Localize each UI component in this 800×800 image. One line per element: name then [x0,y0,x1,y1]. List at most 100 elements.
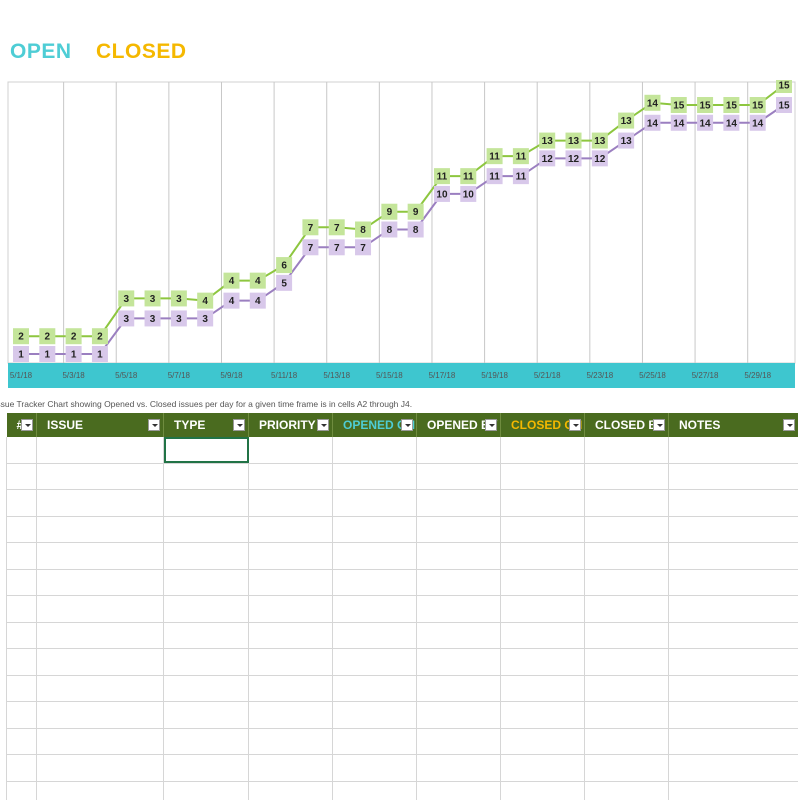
table-cell[interactable] [584,542,669,570]
table-cell[interactable] [36,675,164,702]
table-cell[interactable] [500,781,585,800]
table-cell[interactable] [332,569,417,596]
table-cell[interactable] [416,516,501,543]
table-cell[interactable] [668,516,798,543]
table-cell[interactable] [6,437,37,464]
filter-dropdown-icon[interactable] [317,419,329,431]
issue-table[interactable]: # ISSUE TYPE PRIORITY OPENED ON OPENED B… [6,413,798,800]
table-cell[interactable] [36,701,164,729]
table-cell[interactable] [416,542,501,570]
table-cell[interactable] [416,595,501,623]
table-cell[interactable] [36,728,164,755]
table-cell[interactable] [36,437,164,464]
table-cell[interactable] [668,675,798,702]
table-cell[interactable] [163,516,249,543]
table-cell[interactable] [332,463,417,490]
table-cell[interactable] [416,754,501,782]
table-cell[interactable] [416,781,501,800]
table-cell[interactable] [332,781,417,800]
table-cell[interactable] [332,516,417,543]
col-header-closed-on[interactable]: CLOSED ON [500,413,585,437]
table-cell[interactable] [500,516,585,543]
table-cell[interactable] [500,754,585,782]
table-cell[interactable] [500,622,585,649]
table-cell[interactable] [163,675,249,702]
filter-dropdown-icon[interactable] [485,419,497,431]
col-header-type[interactable]: TYPE [163,413,249,437]
table-cell[interactable] [500,437,585,464]
table-cell[interactable] [6,489,37,517]
table-cell[interactable] [500,489,585,517]
table-cell[interactable] [248,728,333,755]
col-header-opened-by[interactable]: OPENED BY [416,413,501,437]
table-cell[interactable] [163,701,249,729]
table-cell[interactable] [6,648,37,676]
table-cell[interactable] [668,463,798,490]
table-cell[interactable] [668,569,798,596]
table-cell[interactable] [248,595,333,623]
table-cell[interactable] [6,516,37,543]
filter-dropdown-icon[interactable] [401,419,413,431]
table-cell[interactable] [248,569,333,596]
table-cell[interactable] [584,569,669,596]
table-cell[interactable] [248,648,333,676]
filter-dropdown-icon[interactable] [21,419,33,431]
issue-tracker-chart[interactable]: 5/1/18 5/3/18 5/5/18 5/7/18 5/9/18 5/11/18 5/1… [0,80,800,392]
table-cell[interactable] [332,648,417,676]
table-cell[interactable] [163,622,249,649]
table-cell[interactable] [332,622,417,649]
table-cell[interactable] [36,622,164,649]
table-cell[interactable] [248,489,333,517]
table-cell[interactable] [6,595,37,623]
table-cell[interactable] [248,516,333,543]
table-cell[interactable] [6,675,37,702]
table-cell[interactable] [248,754,333,782]
table-cell[interactable] [500,463,585,490]
table-cell[interactable] [584,516,669,543]
table-cell[interactable] [416,569,501,596]
table-cell[interactable] [36,569,164,596]
table-cell[interactable] [163,463,249,490]
table-cell[interactable] [584,701,669,729]
filter-dropdown-icon[interactable] [783,419,795,431]
table-cell[interactable] [36,542,164,570]
issue-table-area[interactable]: # ISSUE TYPE PRIORITY OPENED ON OPENED B… [6,413,798,800]
table-cell[interactable] [500,648,585,676]
table-cell[interactable] [248,701,333,729]
table-cell[interactable] [500,701,585,729]
col-header-notes[interactable]: NOTES [668,413,798,437]
table-cell[interactable] [36,648,164,676]
table-cell[interactable] [163,489,249,517]
table-cell[interactable] [163,648,249,676]
table-cell[interactable] [248,542,333,570]
table-cell[interactable] [500,728,585,755]
table-cell[interactable] [584,648,669,676]
table-cell[interactable] [416,648,501,676]
table-cell[interactable] [6,781,37,800]
filter-dropdown-icon[interactable] [653,419,665,431]
filter-dropdown-icon[interactable] [148,419,160,431]
table-cell[interactable] [6,542,37,570]
table-cell[interactable] [36,516,164,543]
table-cell[interactable] [332,437,417,464]
table-cell[interactable] [584,622,669,649]
table-cell[interactable] [163,542,249,570]
col-header-number[interactable]: # [6,413,37,437]
table-cell[interactable] [332,542,417,570]
col-header-priority[interactable]: PRIORITY [248,413,333,437]
table-cell[interactable] [6,622,37,649]
table-cell[interactable] [36,489,164,517]
table-cell[interactable] [332,675,417,702]
table-cell[interactable] [332,489,417,517]
table-cell[interactable] [416,437,501,464]
table-cell[interactable] [584,463,669,490]
table-cell[interactable] [332,754,417,782]
table-cell[interactable] [163,437,249,464]
table-cell[interactable] [416,489,501,517]
table-cell[interactable] [668,542,798,570]
table-cell[interactable] [584,781,669,800]
table-cell[interactable] [416,463,501,490]
table-cell[interactable] [163,569,249,596]
table-cell[interactable] [6,569,37,596]
table-cell[interactable] [668,781,798,800]
